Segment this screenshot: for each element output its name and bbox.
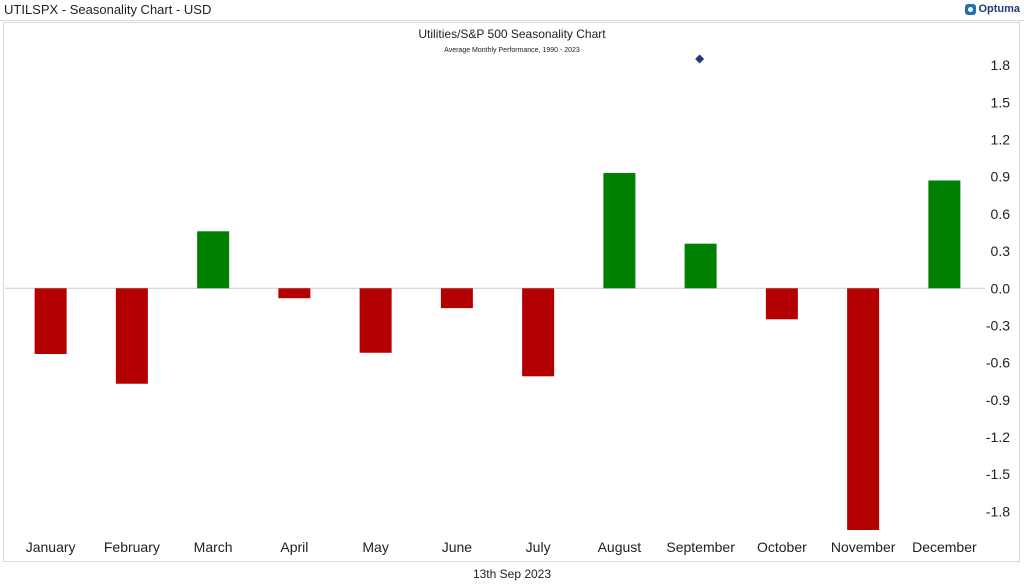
- bar-june: [440, 288, 473, 309]
- y-tick-label: -0.6: [986, 355, 1010, 371]
- y-tick-label: 0.3: [991, 243, 1011, 259]
- bar-december: [928, 180, 961, 289]
- chart-title: Utilities/S&P 500 Seasonality Chart: [418, 27, 606, 41]
- x-tick-label: January: [26, 539, 76, 555]
- y-tick-label: -0.3: [986, 317, 1010, 333]
- chart-frame: [3, 22, 1020, 562]
- bar-july: [522, 288, 555, 377]
- plot-area: January February March April May June July Augu…: [5, 54, 1010, 555]
- bar-may: [359, 288, 392, 353]
- y-tick-label: 0.6: [991, 206, 1011, 222]
- y-tick-label: 0.0: [991, 280, 1011, 296]
- chart-subtitle: Average Monthly Performance, 1990 - 2023: [444, 47, 580, 54]
- y-tick-label: -1.5: [986, 466, 1010, 482]
- x-tick-label: November: [831, 539, 896, 555]
- x-tick-label: August: [598, 539, 642, 555]
- y-tick-label: 1.5: [991, 94, 1011, 110]
- x-tick-label: April: [280, 539, 308, 555]
- x-tick-label: June: [442, 539, 473, 555]
- x-tick-label: September: [666, 539, 735, 555]
- x-tick-label: July: [526, 539, 551, 555]
- x-tick-label: March: [194, 539, 233, 555]
- x-tick-label: February: [104, 539, 160, 555]
- bar-april: [278, 288, 311, 299]
- bar-january: [34, 288, 67, 354]
- y-tick-label: 1.2: [991, 132, 1011, 148]
- bar-september: [684, 243, 717, 289]
- y-tick-label: -1.2: [986, 429, 1010, 445]
- bar-august: [603, 173, 636, 289]
- x-tick-label: May: [362, 539, 388, 555]
- x-tick-label: December: [912, 539, 977, 555]
- window-header: UTILSPX - Seasonality Chart - USD Optuma: [0, 0, 1024, 21]
- x-tick-label: October: [757, 539, 807, 555]
- bar-november: [847, 288, 880, 530]
- optuma-logo-icon: [965, 3, 977, 15]
- bar-march: [197, 231, 230, 289]
- window-title: UTILSPX - Seasonality Chart - USD: [4, 2, 212, 17]
- bar-october: [765, 288, 798, 320]
- y-tick-label: -1.8: [986, 503, 1010, 519]
- bar-february: [115, 288, 148, 384]
- brand-name: Optuma: [978, 3, 1020, 15]
- y-tick-label: 0.9: [991, 169, 1011, 185]
- y-tick-label: -0.9: [986, 392, 1010, 408]
- chart-date: 13th Sep 2023: [472, 567, 552, 581]
- diamond-marker: [695, 54, 705, 64]
- brand-logo: Optuma: [965, 3, 1020, 15]
- y-tick-label: 1.8: [991, 57, 1011, 73]
